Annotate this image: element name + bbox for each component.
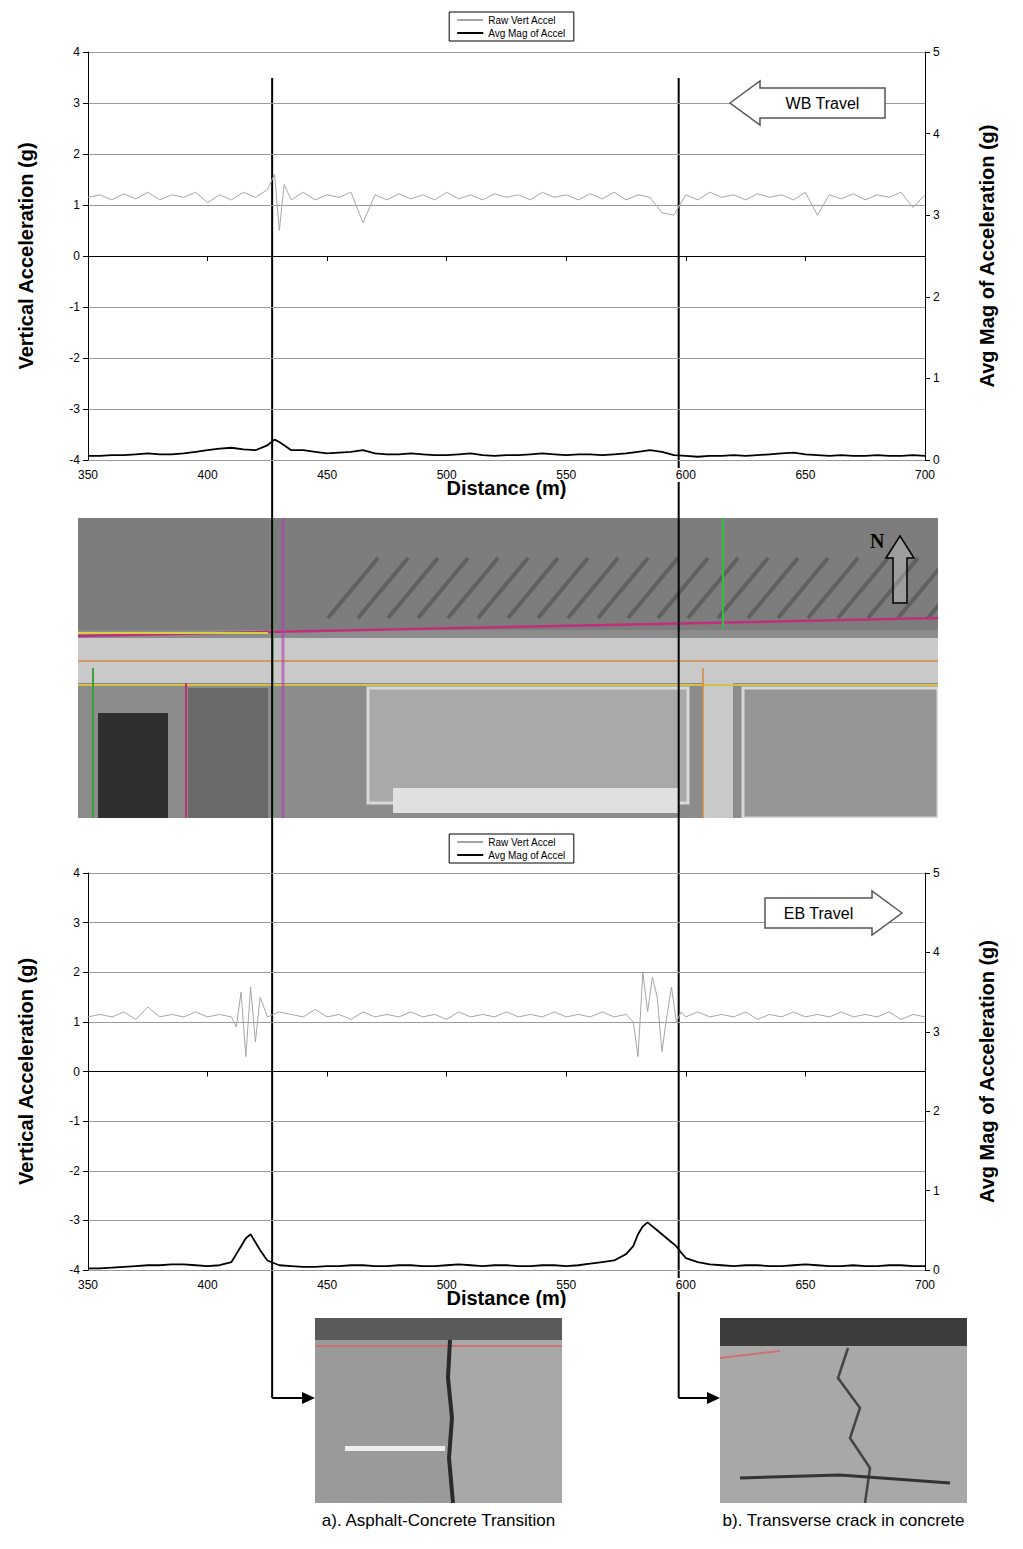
svg-text:0: 0 — [73, 249, 80, 263]
svg-text:4: 4 — [73, 45, 80, 59]
html-text:b). Transverse crack in concre: b). Transverse crack in concrete — [722, 1511, 965, 1530]
svg-text:1: 1 — [73, 198, 80, 212]
svg-text:Distance (m): Distance (m) — [446, 1287, 566, 1308]
svg-text:2: 2 — [73, 965, 80, 979]
svg-text:0: 0 — [73, 1065, 80, 1079]
svg-text:N: N — [870, 530, 885, 552]
svg-text:0: 0 — [933, 1263, 940, 1277]
svg-text:5: 5 — [933, 45, 940, 59]
svg-text:-4: -4 — [69, 1263, 80, 1277]
svg-text:3: 3 — [933, 1025, 940, 1039]
svg-text:500: 500 — [436, 1278, 457, 1292]
svg-text:-1: -1 — [69, 300, 80, 314]
svg-text:450: 450 — [317, 468, 337, 482]
svg-text:400: 400 — [198, 1278, 218, 1292]
svg-text:Raw Vert Accel: Raw Vert Accel — [488, 837, 555, 848]
svg-text:500: 500 — [436, 468, 457, 482]
svg-text:4: 4 — [73, 866, 80, 880]
svg-text:550: 550 — [556, 468, 577, 482]
svg-text:3: 3 — [73, 916, 80, 930]
svg-text:600: 600 — [676, 468, 696, 482]
svg-text:5: 5 — [933, 866, 940, 880]
svg-text:1: 1 — [73, 1015, 80, 1029]
svg-text:Vertical Acceleration (g): Vertical Acceleration (g) — [15, 958, 37, 1185]
svg-text:Distance (m): Distance (m) — [446, 477, 566, 499]
svg-text:700: 700 — [915, 1278, 935, 1292]
svg-text:2: 2 — [933, 1104, 940, 1118]
svg-text:Vertical Acceleration (g): Vertical Acceleration (g) — [15, 142, 37, 369]
svg-text:2: 2 — [933, 290, 940, 304]
svg-text:-3: -3 — [69, 1213, 80, 1227]
svg-text:1: 1 — [933, 371, 940, 385]
svg-text:-4: -4 — [69, 453, 80, 467]
svg-text:3: 3 — [933, 208, 940, 222]
svg-text:600: 600 — [676, 1278, 696, 1292]
svg-text:3: 3 — [73, 96, 80, 110]
svg-text:450: 450 — [317, 1278, 337, 1292]
html-text:a). Asphalt-Concrete Transitio: a). Asphalt-Concrete Transition — [321, 1511, 556, 1530]
svg-text:Avg Mag of Accel: Avg Mag of Accel — [488, 850, 565, 861]
svg-text:2: 2 — [73, 147, 80, 161]
svg-text:4: 4 — [933, 127, 940, 141]
svg-text:350: 350 — [78, 1278, 98, 1292]
svg-text:400: 400 — [198, 468, 218, 482]
svg-text:700: 700 — [915, 468, 935, 482]
svg-text:Avg Mag of Accel: Avg Mag of Accel — [488, 28, 565, 39]
svg-text:WB Travel: WB Travel — [786, 95, 860, 112]
svg-text:350: 350 — [78, 468, 98, 482]
svg-text:Avg Mag of Acceleration (g): Avg Mag of Acceleration (g) — [976, 125, 998, 388]
svg-text:4: 4 — [933, 945, 940, 959]
svg-text:-2: -2 — [69, 351, 80, 365]
svg-text:-1: -1 — [69, 1114, 80, 1128]
svg-text:650: 650 — [795, 1278, 815, 1292]
svg-text:550: 550 — [556, 1278, 577, 1292]
svg-text:0: 0 — [933, 453, 940, 467]
svg-text:Raw Vert Accel: Raw Vert Accel — [488, 15, 555, 26]
svg-text:650: 650 — [795, 468, 815, 482]
svg-text:Avg Mag of Acceleration (g): Avg Mag of Acceleration (g) — [976, 940, 998, 1203]
svg-text:-3: -3 — [69, 402, 80, 416]
svg-text:1: 1 — [933, 1184, 940, 1198]
svg-text:EB Travel: EB Travel — [784, 905, 853, 922]
svg-text:-2: -2 — [69, 1164, 80, 1178]
